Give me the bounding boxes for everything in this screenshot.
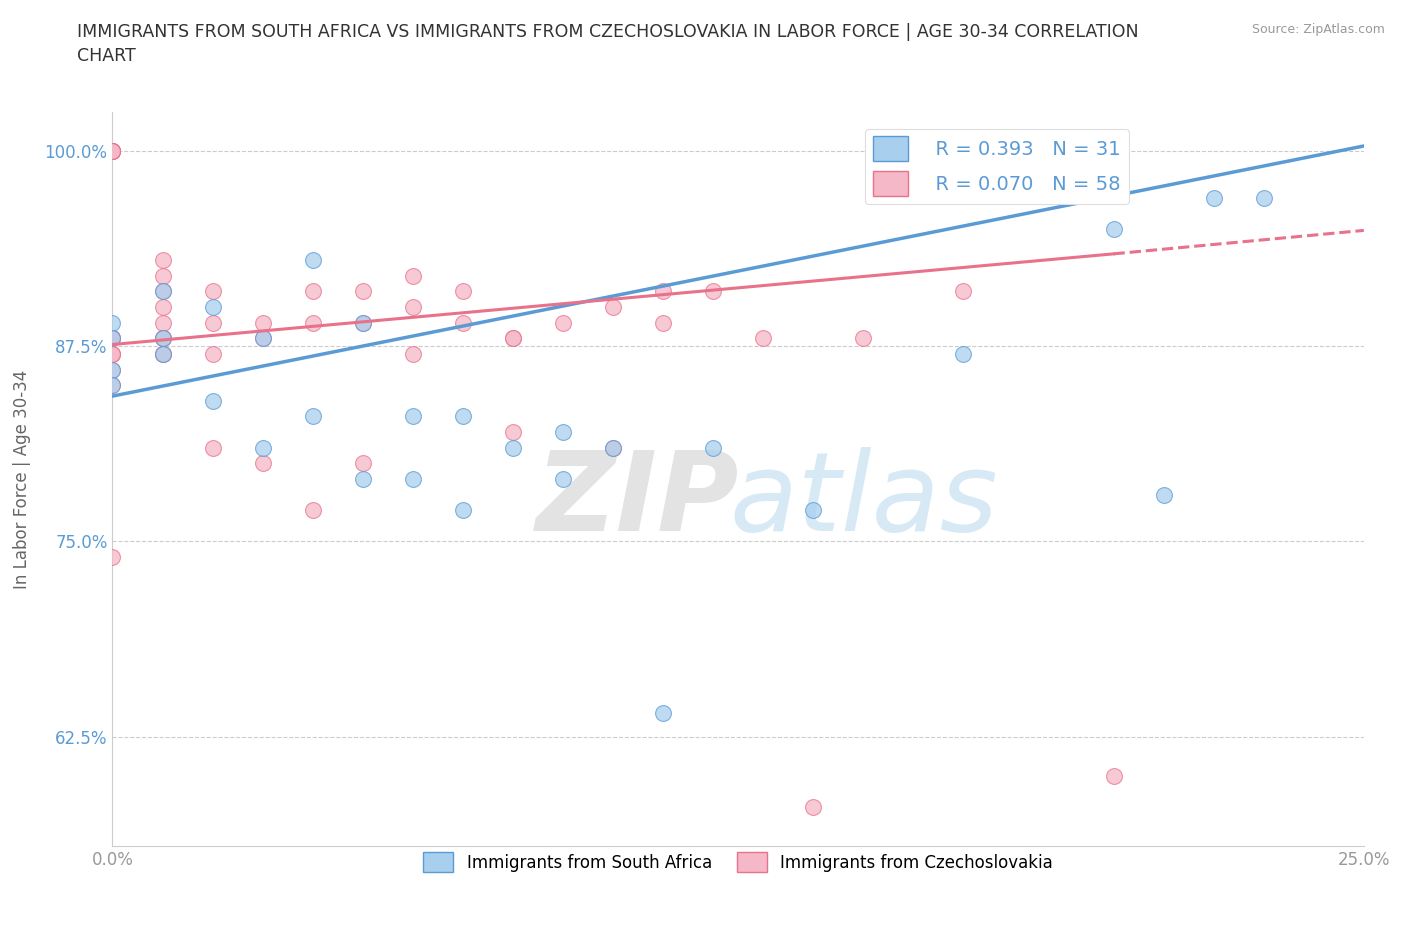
Y-axis label: In Labor Force | Age 30-34: In Labor Force | Age 30-34 (13, 369, 31, 589)
Point (952, 284, 974, 299)
Point (101, 362, 124, 377)
Point (451, 284, 474, 299)
Point (301, 315, 323, 330)
Point (101, 550, 124, 565)
Point (152, 315, 174, 330)
Point (252, 315, 274, 330)
Point (101, 315, 124, 330)
Point (152, 347, 174, 362)
Point (152, 284, 174, 299)
Point (1253, 190, 1275, 205)
Point (352, 315, 374, 330)
Point (152, 253, 174, 268)
Point (201, 284, 224, 299)
Point (402, 472, 425, 486)
Point (101, 143, 124, 158)
Point (602, 440, 624, 455)
Point (702, 440, 724, 455)
Point (502, 425, 524, 440)
Point (702, 284, 724, 299)
Point (101, 378, 124, 392)
Point (101, 143, 124, 158)
Point (402, 347, 425, 362)
Point (301, 503, 323, 518)
Point (101, 347, 124, 362)
Point (1153, 487, 1175, 502)
Point (101, 143, 124, 158)
Point (952, 347, 974, 362)
Point (301, 409, 323, 424)
Point (101, 143, 124, 158)
Point (152, 347, 174, 362)
Point (1202, 190, 1225, 205)
Point (551, 472, 574, 486)
Point (502, 331, 524, 346)
Point (652, 706, 675, 721)
Point (402, 268, 425, 283)
Point (402, 299, 425, 314)
Point (201, 393, 224, 408)
Point (652, 284, 675, 299)
Point (502, 440, 524, 455)
Point (152, 331, 174, 346)
Point (152, 284, 174, 299)
Point (101, 331, 124, 346)
Point (152, 268, 174, 283)
Point (152, 331, 174, 346)
Point (201, 299, 224, 314)
Point (451, 409, 474, 424)
Point (352, 456, 374, 471)
Point (551, 425, 574, 440)
Point (101, 143, 124, 158)
Point (152, 299, 174, 314)
Point (101, 347, 124, 362)
Point (352, 472, 374, 486)
Point (1102, 768, 1125, 783)
Point (101, 378, 124, 392)
Point (252, 331, 274, 346)
Point (451, 503, 474, 518)
Point (652, 315, 675, 330)
Point (301, 253, 323, 268)
Point (101, 347, 124, 362)
Text: atlas: atlas (728, 447, 998, 554)
Point (602, 299, 624, 314)
Point (352, 315, 374, 330)
Point (101, 331, 124, 346)
Point (201, 347, 224, 362)
Legend: Immigrants from South Africa, Immigrants from Czechoslovakia: Immigrants from South Africa, Immigrants… (416, 845, 1060, 878)
Point (252, 456, 274, 471)
Point (101, 331, 124, 346)
Point (201, 315, 224, 330)
Point (502, 331, 524, 346)
Point (101, 143, 124, 158)
Point (451, 315, 474, 330)
Point (252, 331, 274, 346)
Point (301, 284, 323, 299)
Point (801, 503, 824, 518)
Point (101, 143, 124, 158)
Point (101, 331, 124, 346)
Point (152, 331, 174, 346)
Point (551, 315, 574, 330)
Point (101, 143, 124, 158)
Point (352, 284, 374, 299)
Point (752, 331, 775, 346)
Point (1102, 221, 1125, 236)
Point (201, 440, 224, 455)
Text: ZIP: ZIP (536, 447, 740, 554)
Text: IMMIGRANTS FROM SOUTH AFRICA VS IMMIGRANTS FROM CZECHOSLOVAKIA IN LABOR FORCE | : IMMIGRANTS FROM SOUTH AFRICA VS IMMIGRAN… (77, 23, 1139, 65)
Point (152, 347, 174, 362)
Point (402, 409, 425, 424)
Point (801, 800, 824, 815)
Point (602, 440, 624, 455)
Text: Source: ZipAtlas.com: Source: ZipAtlas.com (1251, 23, 1385, 36)
Point (252, 440, 274, 455)
Point (101, 362, 124, 377)
Point (852, 331, 875, 346)
